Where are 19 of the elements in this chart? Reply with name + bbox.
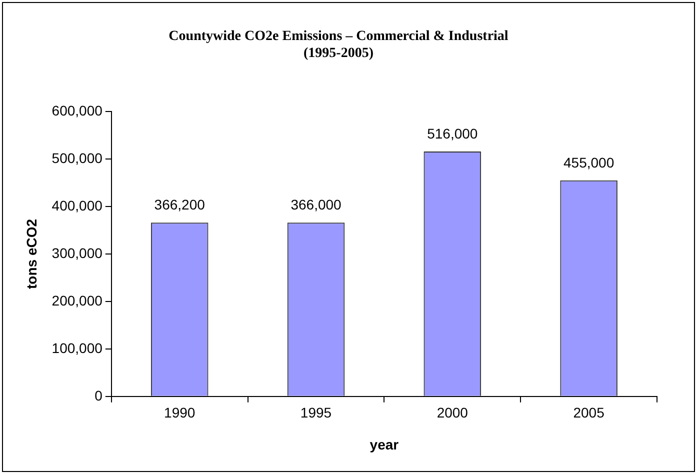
y-tick-label: 300,000 <box>52 244 103 261</box>
data-label: 366,200 <box>154 196 206 212</box>
y-axis-title: tons eCO2 <box>23 218 40 290</box>
data-label: 366,000 <box>290 196 342 213</box>
y-tick-label: 500,000 <box>52 150 103 166</box>
y-tick-label: 600,000 <box>52 102 103 118</box>
y-tick-label: 0 <box>94 387 103 404</box>
x-tick-label: 2005 <box>573 404 605 421</box>
chart-title: Countywide CO2e Emissions – Commercial & Industrial <box>168 29 508 44</box>
y-tick-label: 200,000 <box>52 292 103 308</box>
data-label: 455,000 <box>563 154 614 170</box>
x-axis-title: year <box>370 436 400 452</box>
x-tick-label: 2000 <box>436 404 468 421</box>
data-label: 516,000 <box>427 125 478 142</box>
y-tick-label: 400,000 <box>52 197 103 214</box>
x-tick-label: 1990 <box>164 404 196 421</box>
y-tick-label: 100,000 <box>52 340 103 356</box>
x-tick-label: 1995 <box>300 404 332 421</box>
chart-subtitle: (1995-2005) <box>304 46 374 61</box>
